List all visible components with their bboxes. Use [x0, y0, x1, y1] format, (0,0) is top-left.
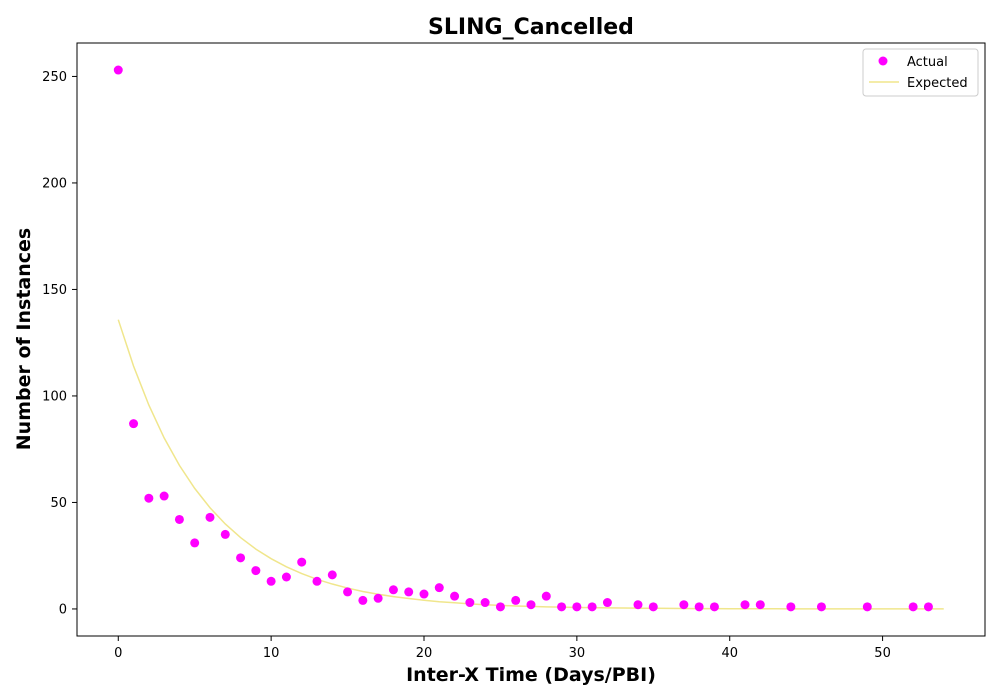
- actual-point: [434, 583, 444, 593]
- y-tick-label: 0: [59, 602, 67, 617]
- actual-point: [220, 529, 230, 539]
- actual-point: [923, 602, 933, 612]
- actual-point: [511, 595, 521, 605]
- actual-point: [327, 570, 337, 580]
- actual-point: [709, 602, 719, 612]
- actual-point: [557, 602, 567, 612]
- actual-point: [236, 553, 246, 563]
- plot-frame: [76, 42, 986, 637]
- x-tick-label: 10: [263, 646, 280, 661]
- x-axis-ticks: 0 10 20 30 40 50: [114, 636, 891, 661]
- actual-point: [786, 602, 796, 612]
- actual-point: [266, 576, 276, 586]
- x-tick-label: 20: [416, 646, 433, 661]
- actual-point: [450, 591, 460, 601]
- actual-point: [572, 602, 582, 612]
- actual-point: [679, 600, 689, 610]
- chart-title: SLING_Cancelled: [428, 15, 634, 40]
- legend-label-actual: Actual: [907, 55, 948, 70]
- legend-label-expected: Expected: [907, 76, 968, 91]
- actual-point: [862, 602, 872, 612]
- actual-point: [159, 491, 169, 501]
- actual-point: [541, 591, 551, 601]
- actual-point: [740, 600, 750, 610]
- actual-point: [602, 598, 612, 608]
- actual-point: [251, 566, 261, 576]
- y-tick-label: 100: [42, 389, 67, 404]
- legend: Actual Expected: [862, 48, 979, 97]
- actual-point: [419, 589, 429, 599]
- x-axis-label: Inter-X Time (Days/PBI): [406, 664, 656, 686]
- actual-point: [373, 593, 383, 603]
- actual-point: [129, 419, 139, 429]
- actual-point: [281, 572, 291, 582]
- actual-point: [144, 493, 154, 503]
- actual-point: [648, 602, 658, 612]
- actual-point: [205, 512, 215, 522]
- actual-point: [113, 65, 123, 75]
- x-tick-label: 40: [721, 646, 738, 661]
- plot-layer: [113, 65, 944, 612]
- x-tick-label: 50: [874, 646, 891, 661]
- x-tick-label: 30: [569, 646, 586, 661]
- actual-point: [587, 602, 597, 612]
- actual-point: [297, 557, 307, 567]
- y-tick-label: 50: [50, 496, 67, 511]
- actual-point: [358, 595, 368, 605]
- actual-point: [495, 602, 505, 612]
- actual-point: [816, 602, 826, 612]
- plot-area: [77, 43, 985, 636]
- actual-point: [755, 600, 765, 610]
- actual-point: [404, 587, 414, 597]
- y-tick-label: 250: [42, 70, 67, 85]
- actual-point: [312, 576, 322, 586]
- actual-point: [480, 598, 490, 608]
- x-tick-label: 0: [114, 646, 122, 661]
- y-tick-label: 150: [42, 283, 67, 298]
- actual-point: [526, 600, 536, 610]
- y-axis-ticks: 0 50 100 150 200 250: [42, 70, 77, 617]
- actual-point: [694, 602, 704, 612]
- actual-point: [465, 598, 475, 608]
- y-axis-label: Number of Instances: [13, 228, 35, 450]
- actual-point: [388, 585, 398, 595]
- legend-box: [862, 48, 979, 97]
- actual-point: [908, 602, 918, 612]
- actual-point: [190, 538, 200, 548]
- y-tick-label: 200: [42, 176, 67, 191]
- legend-marker-actual: [878, 56, 888, 66]
- actual-point: [174, 514, 184, 524]
- actual-point: [633, 600, 643, 610]
- actual-point: [343, 587, 353, 597]
